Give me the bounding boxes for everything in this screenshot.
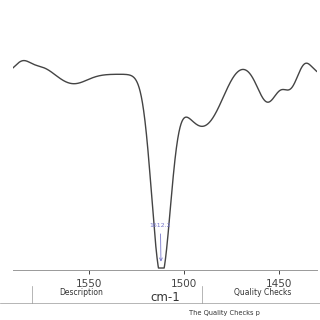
Text: The Quality Checks p: The Quality Checks p xyxy=(188,310,260,316)
Text: 1612.2: 1612.2 xyxy=(149,223,171,261)
Text: Quality Checks: Quality Checks xyxy=(234,288,291,297)
X-axis label: cm-1: cm-1 xyxy=(150,291,180,304)
Text: Description: Description xyxy=(60,288,104,297)
